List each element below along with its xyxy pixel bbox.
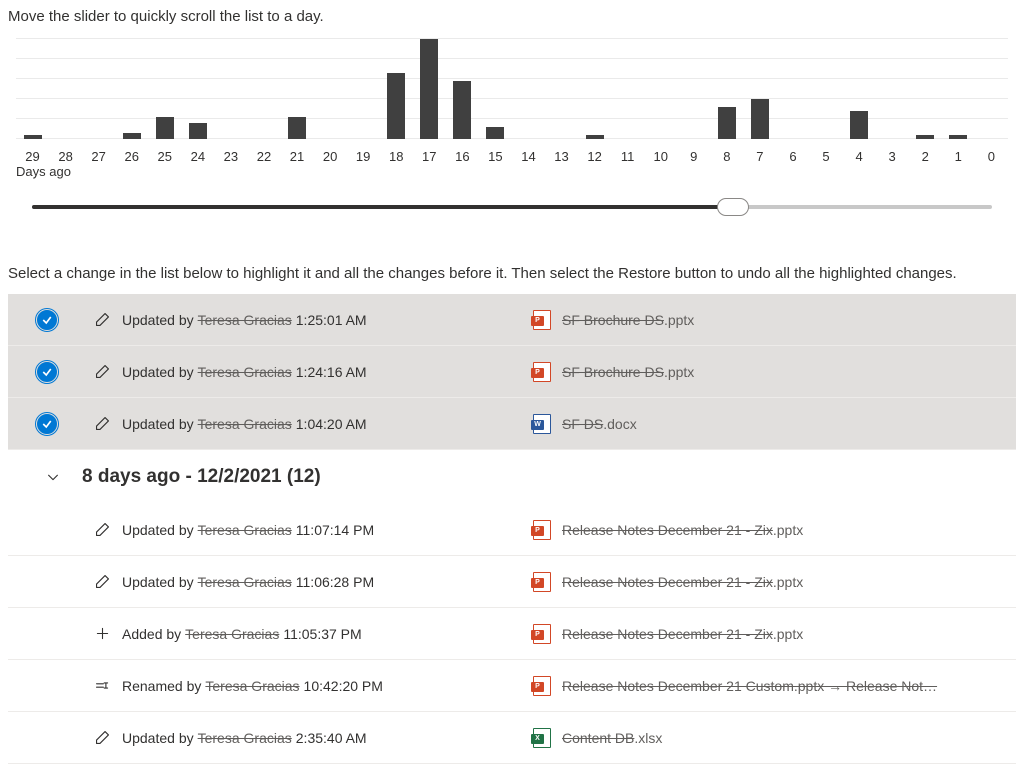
chart-bar [949,135,967,139]
action-verb: Updated by [122,312,194,328]
change-time: 11:07:14 PM [296,522,374,538]
chart-bar [850,111,868,139]
check-icon[interactable] [37,362,57,382]
chart-bar [123,133,141,139]
file-ext: .pptx [773,522,803,538]
change-time: 1:24:16 AM [296,364,367,380]
check-icon[interactable] [37,414,57,434]
user-name: Teresa Gracias [198,522,292,538]
change-row[interactable]: Updated by Teresa Gracias 1:04:20 AM W SF … [8,398,1016,450]
activity-chart [16,39,1008,147]
edit-icon [82,311,122,328]
file-name: Content DB [562,730,634,746]
change-time: 11:05:37 PM [283,626,361,642]
rename-icon [82,677,122,694]
file-name: SF Brochure DS [562,364,664,380]
plus-icon [82,625,122,642]
change-list: Updated by Teresa Gracias 1:25:01 AM P SF … [8,294,1016,764]
instruction-list: Select a change in the list below to hig… [8,243,1016,294]
file-ext: .pptx [773,626,803,642]
slider-thumb[interactable] [717,198,749,216]
group-header[interactable]: 8 days ago - 12/2/2021 (12) [8,450,1016,504]
change-time: 11:06:28 PM [296,574,374,590]
check-icon[interactable] [37,310,57,330]
action-verb: Renamed by [122,678,201,694]
action-verb: Added by [122,626,181,642]
pptx-icon: P [533,310,551,330]
change-row[interactable]: Updated by Teresa Gracias 1:24:16 AM P SF … [8,346,1016,398]
chart-bar [751,99,769,139]
pptx-icon: P [533,624,551,644]
action-verb: Updated by [122,730,194,746]
change-row[interactable]: Updated by Teresa Gracias 2:35:40 AM X Con… [8,712,1016,764]
edit-icon [82,573,122,590]
change-row[interactable]: Updated by Teresa Gracias 11:06:28 PM P Re… [8,556,1016,608]
change-time: 1:25:01 AM [296,312,367,328]
edit-icon [82,521,122,538]
file-ext: .pptx [773,574,803,590]
chart-axis-title: Days ago [8,164,1016,185]
chart-bar [24,135,42,139]
action-verb: Updated by [122,416,194,432]
chevron-down-icon[interactable] [12,470,82,484]
file-ext: .docx [603,416,636,432]
edit-icon [82,363,122,380]
chart-bar [718,107,736,139]
chart-bar [420,39,438,139]
edit-icon [82,415,122,432]
change-time: 10:42:20 PM [304,678,383,694]
user-name: Teresa Gracias [185,626,279,642]
action-verb: Updated by [122,364,194,380]
file-name: Release Notes December 21 - Zix [562,574,773,590]
instruction-slider: Move the slider to quickly scroll the li… [8,0,1016,39]
file-name: Release Notes December 21 - Zix [562,522,773,538]
action-verb: Updated by [122,522,194,538]
pptx-icon: P [533,520,551,540]
chart-bar [453,81,471,139]
chart-xaxis: 2928272625242322212019181716151413121110… [16,147,1008,164]
day-slider[interactable] [32,195,992,219]
user-name: Teresa Gracias [198,574,292,590]
pptx-icon: P [533,572,551,592]
change-time: 1:04:20 AM [296,416,367,432]
chart-bar [288,117,306,139]
file-ext: .pptx [664,364,694,380]
user-name: Teresa Gracias [198,730,292,746]
chart-bar [486,127,504,139]
slider-fill [32,205,733,209]
pptx-icon: P [533,676,551,696]
chart-bar [916,135,934,139]
change-row[interactable]: Updated by Teresa Gracias 1:25:01 AM P SF … [8,294,1016,346]
change-time: 2:35:40 AM [296,730,367,746]
file-ext: .pptx [664,312,694,328]
docx-icon: W [533,414,551,434]
file-name: SF DS [562,416,603,432]
change-row[interactable]: Renamed by Teresa Gracias 10:42:20 PM P Re… [8,660,1016,712]
user-name: Teresa Gracias [198,364,292,380]
xlsx-icon: X [533,728,551,748]
file-name: Release Notes December 21 - Zix [562,626,773,642]
chart-bar [156,117,174,139]
pptx-icon: P [533,362,551,382]
user-name: Teresa Gracias [198,416,292,432]
file-ext: .xlsx [634,730,662,746]
file-name: SF Brochure DS [562,312,664,328]
group-title: 8 days ago - 12/2/2021 (12) [82,466,321,488]
chart-bar [189,123,207,139]
action-verb: Updated by [122,574,194,590]
change-row[interactable]: Updated by Teresa Gracias 11:07:14 PM P Re… [8,504,1016,556]
chart-bar [586,135,604,139]
chart-bar [387,73,405,139]
user-name: Teresa Gracias [198,312,292,328]
change-row[interactable]: Added by Teresa Gracias 11:05:37 PM P Rele… [8,608,1016,660]
user-name: Teresa Gracias [205,678,299,694]
file-name: Release Notes December 21 Custom.pptx → … [562,678,937,694]
edit-icon [82,729,122,746]
